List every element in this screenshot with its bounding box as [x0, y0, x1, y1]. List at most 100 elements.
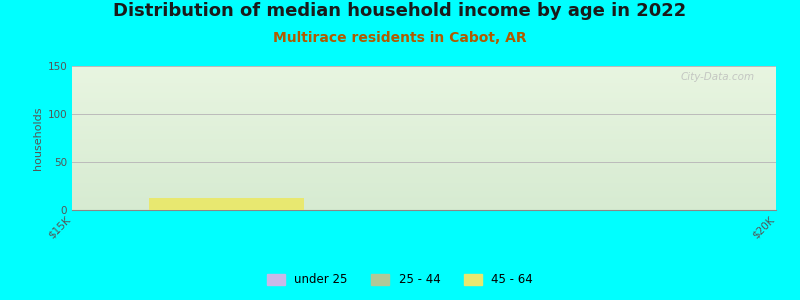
Bar — [72, 158, 776, 160]
Bar — [72, 85, 776, 86]
Bar — [72, 95, 776, 96]
Bar — [72, 76, 776, 77]
Bar — [72, 180, 776, 181]
Bar — [72, 77, 776, 79]
Bar — [72, 155, 776, 157]
Bar — [72, 167, 776, 168]
Bar — [72, 138, 776, 140]
Bar — [72, 154, 776, 155]
Bar — [72, 177, 776, 178]
Bar — [72, 204, 776, 206]
Bar — [72, 100, 776, 102]
Bar — [72, 172, 776, 174]
Bar — [72, 176, 776, 177]
Bar — [72, 200, 776, 201]
Bar — [72, 75, 776, 76]
Bar — [72, 88, 776, 89]
Legend: under 25, 25 - 44, 45 - 64: under 25, 25 - 44, 45 - 64 — [262, 269, 538, 291]
Bar — [72, 165, 776, 167]
Y-axis label: households: households — [34, 106, 43, 170]
Bar — [72, 106, 776, 108]
Bar — [72, 128, 776, 129]
Bar — [72, 79, 776, 80]
Bar — [72, 127, 776, 128]
Bar — [72, 125, 776, 127]
Bar — [72, 66, 776, 68]
Bar — [72, 92, 776, 93]
Bar — [72, 105, 776, 106]
Bar — [72, 174, 776, 176]
Bar — [72, 86, 776, 88]
Bar — [72, 142, 776, 144]
Bar — [72, 148, 776, 149]
Bar — [72, 141, 776, 142]
Bar — [72, 197, 776, 199]
Bar — [72, 170, 776, 171]
Bar — [72, 196, 776, 197]
Bar — [72, 185, 776, 187]
Bar — [72, 151, 776, 152]
Bar — [72, 83, 776, 85]
Bar — [72, 193, 776, 194]
Bar — [72, 181, 776, 183]
Text: Multirace residents in Cabot, AR: Multirace residents in Cabot, AR — [273, 32, 527, 46]
Bar — [72, 160, 776, 161]
Bar — [72, 121, 776, 122]
Bar — [72, 93, 776, 95]
Bar — [72, 103, 776, 105]
Bar — [72, 115, 776, 116]
Bar — [72, 190, 776, 191]
Bar — [72, 108, 776, 109]
Bar — [72, 131, 776, 132]
Bar — [72, 98, 776, 99]
Bar — [72, 69, 776, 70]
Bar — [72, 119, 776, 121]
Bar — [72, 134, 776, 135]
Bar — [72, 161, 776, 163]
Bar — [72, 191, 776, 193]
Bar — [72, 113, 776, 115]
Bar — [150, 199, 304, 210]
Bar — [72, 157, 776, 158]
Bar — [72, 70, 776, 72]
Bar — [72, 171, 776, 172]
Bar — [72, 116, 776, 118]
Bar — [72, 184, 776, 185]
Bar — [72, 91, 776, 92]
Bar — [72, 80, 776, 82]
Bar — [72, 208, 776, 210]
Bar — [72, 118, 776, 119]
Bar — [72, 194, 776, 196]
Bar — [72, 164, 776, 165]
Bar — [72, 144, 776, 145]
Bar — [72, 112, 776, 113]
Bar — [72, 96, 776, 98]
Bar — [72, 163, 776, 164]
Bar — [72, 147, 776, 148]
Bar — [72, 206, 776, 207]
Bar — [72, 109, 776, 111]
Bar — [72, 111, 776, 112]
Bar — [72, 135, 776, 136]
Bar — [72, 122, 776, 124]
Bar — [72, 140, 776, 141]
Bar — [72, 72, 776, 73]
Bar — [72, 188, 776, 190]
Bar — [72, 68, 776, 69]
Bar — [72, 178, 776, 180]
Bar — [72, 124, 776, 125]
Bar — [72, 183, 776, 184]
Bar — [72, 203, 776, 204]
Bar — [72, 187, 776, 188]
Bar — [72, 102, 776, 104]
Bar — [72, 152, 776, 154]
Bar — [72, 73, 776, 75]
Bar — [72, 99, 776, 100]
Text: Distribution of median household income by age in 2022: Distribution of median household income … — [114, 2, 686, 20]
Bar — [72, 149, 776, 151]
Bar — [72, 89, 776, 91]
Bar — [72, 129, 776, 131]
Text: City-Data.com: City-Data.com — [681, 72, 755, 82]
Bar — [72, 132, 776, 134]
Bar — [72, 136, 776, 138]
